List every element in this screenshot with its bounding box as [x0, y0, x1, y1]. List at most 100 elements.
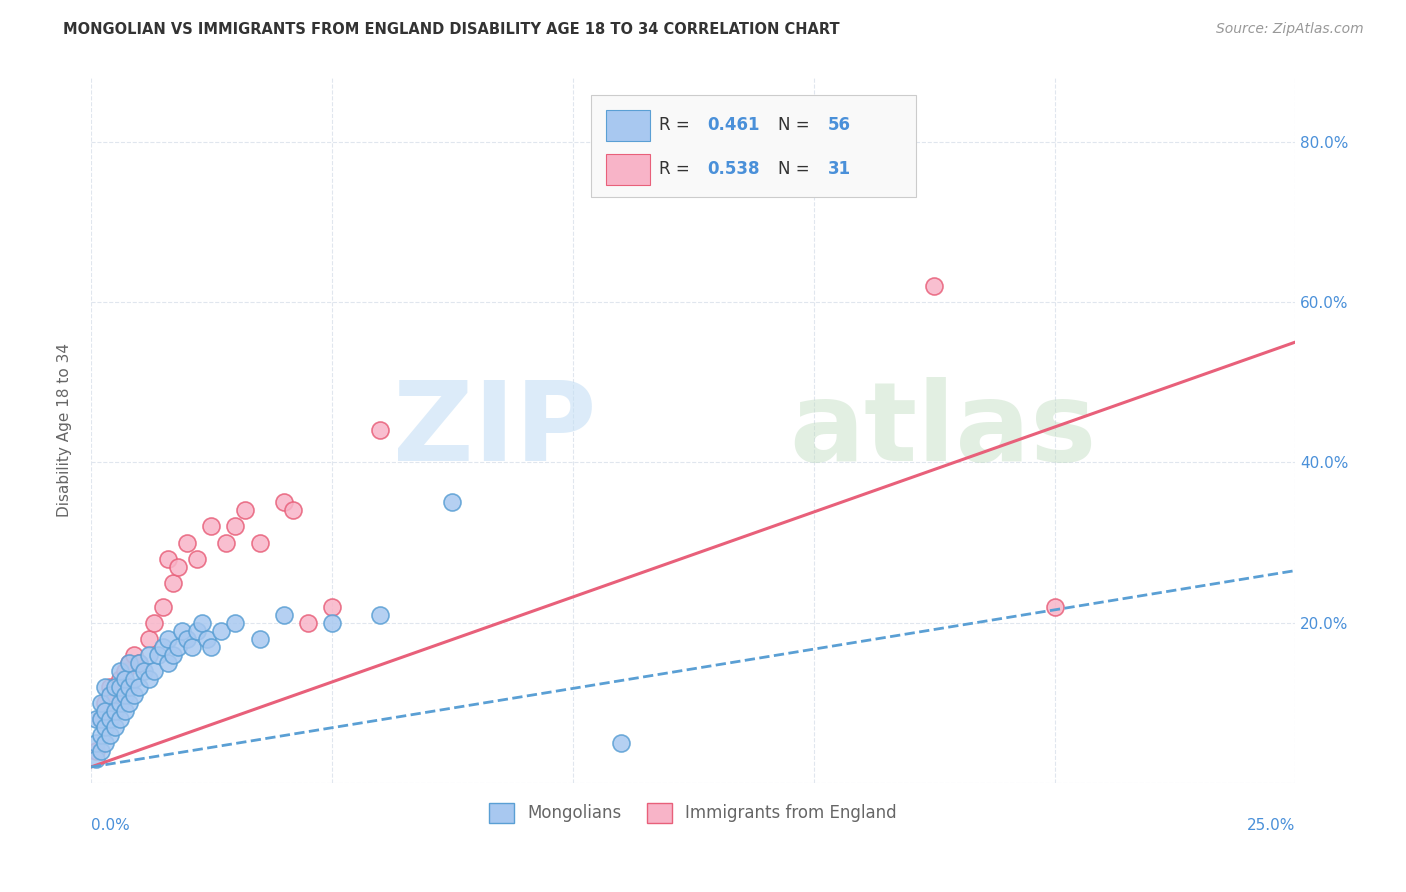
Point: [132, 664, 155, 678]
Point: [1043, 599, 1066, 614]
Point: [124, 672, 146, 686]
Text: ZIP: ZIP: [394, 376, 596, 483]
Point: [142, 615, 165, 630]
Point: [157, 551, 180, 566]
Point: [249, 632, 271, 646]
Point: [108, 712, 131, 726]
Point: [94, 680, 117, 694]
Point: [118, 656, 141, 670]
Text: 31: 31: [828, 161, 851, 178]
Point: [162, 648, 184, 662]
Point: [368, 607, 391, 622]
Point: [200, 640, 222, 654]
Text: N =: N =: [778, 161, 814, 178]
FancyBboxPatch shape: [606, 110, 650, 141]
Point: [297, 615, 319, 630]
Point: [224, 519, 246, 533]
Point: [90, 744, 112, 758]
FancyBboxPatch shape: [606, 153, 650, 185]
Text: MONGOLIAN VS IMMIGRANTS FROM ENGLAND DISABILITY AGE 18 TO 34 CORRELATION CHART: MONGOLIAN VS IMMIGRANTS FROM ENGLAND DIS…: [63, 22, 839, 37]
Point: [118, 680, 141, 694]
Point: [610, 167, 633, 181]
Point: [114, 704, 136, 718]
FancyBboxPatch shape: [591, 95, 917, 197]
Point: [273, 607, 295, 622]
Point: [128, 656, 150, 670]
Point: [172, 624, 194, 638]
Point: [190, 615, 212, 630]
Point: [94, 704, 117, 718]
Point: [90, 712, 112, 726]
Legend: Mongolians, Immigrants from England: Mongolians, Immigrants from England: [481, 794, 905, 831]
Point: [148, 648, 170, 662]
Point: [114, 664, 136, 678]
Text: Source: ZipAtlas.com: Source: ZipAtlas.com: [1216, 22, 1364, 37]
Point: [104, 688, 127, 702]
Point: [215, 535, 238, 549]
Point: [283, 503, 305, 517]
Point: [118, 656, 141, 670]
Point: [138, 648, 160, 662]
Text: 0.538: 0.538: [707, 161, 761, 178]
Point: [209, 624, 232, 638]
Point: [98, 728, 121, 742]
Point: [152, 599, 174, 614]
Point: [98, 688, 121, 702]
Text: R =: R =: [659, 117, 696, 135]
Point: [118, 696, 141, 710]
Point: [108, 680, 131, 694]
Point: [114, 672, 136, 686]
Point: [195, 632, 218, 646]
Point: [181, 640, 204, 654]
Point: [176, 632, 198, 646]
Point: [368, 423, 391, 437]
Point: [233, 503, 256, 517]
Point: [84, 736, 107, 750]
Point: [108, 696, 131, 710]
Point: [138, 632, 160, 646]
Point: [98, 680, 121, 694]
Text: 0.461: 0.461: [707, 117, 761, 135]
Point: [610, 736, 633, 750]
Point: [90, 696, 112, 710]
Point: [108, 664, 131, 678]
Point: [162, 575, 184, 590]
Point: [98, 712, 121, 726]
Point: [128, 656, 150, 670]
Point: [186, 624, 208, 638]
Point: [157, 656, 180, 670]
Text: 25.0%: 25.0%: [1247, 818, 1295, 833]
Text: 0.0%: 0.0%: [91, 818, 129, 833]
Point: [166, 640, 188, 654]
Point: [176, 535, 198, 549]
Point: [104, 680, 127, 694]
Point: [108, 672, 131, 686]
Point: [124, 648, 146, 662]
Point: [104, 704, 127, 718]
Point: [157, 632, 180, 646]
Point: [321, 599, 343, 614]
Point: [142, 664, 165, 678]
Text: R =: R =: [659, 161, 696, 178]
Point: [441, 495, 464, 509]
Point: [249, 535, 271, 549]
Point: [84, 744, 107, 758]
Point: [166, 559, 188, 574]
Point: [138, 672, 160, 686]
Point: [90, 728, 112, 742]
Point: [94, 696, 117, 710]
Point: [321, 615, 343, 630]
Point: [94, 720, 117, 734]
Point: [224, 615, 246, 630]
Text: 56: 56: [828, 117, 851, 135]
Y-axis label: Disability Age 18 to 34: Disability Age 18 to 34: [58, 343, 72, 517]
Point: [922, 279, 945, 293]
Point: [90, 712, 112, 726]
Point: [114, 688, 136, 702]
Point: [84, 712, 107, 726]
Text: N =: N =: [778, 117, 814, 135]
Point: [200, 519, 222, 533]
Point: [128, 680, 150, 694]
Point: [152, 640, 174, 654]
Point: [186, 551, 208, 566]
